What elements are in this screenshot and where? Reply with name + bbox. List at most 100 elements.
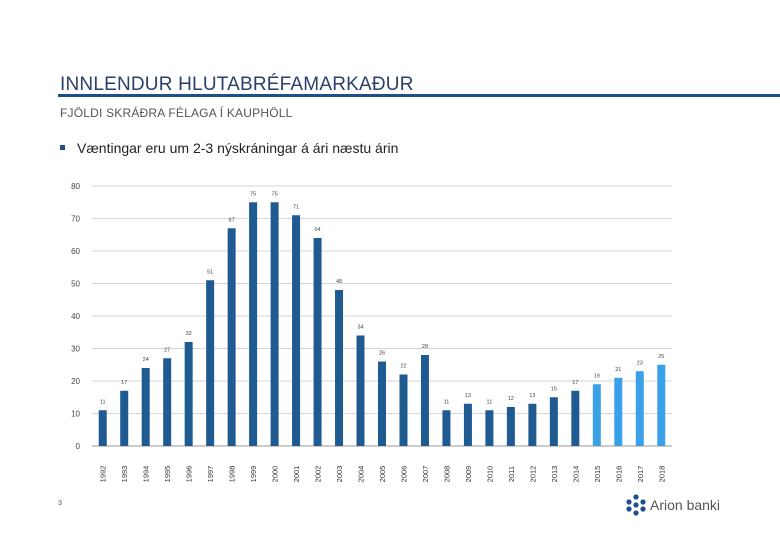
x-tick-label: 1992 [99,466,108,483]
data-label: 26 [379,351,385,357]
x-tick-label: 2004 [357,466,366,483]
bar [420,355,429,446]
data-label: 17 [572,380,578,386]
x-tick-label: 2015 [593,466,602,483]
x-tick-label: 1993 [120,466,129,483]
slide-subtitle: FJÖLDI SKRÁÐRA FÉLAGA Í KAUPHÖLL [60,106,293,120]
y-tick-label: 10 [71,410,80,419]
page-number: 3 [58,500,62,507]
bar [184,342,193,446]
x-tick-label: 1994 [142,466,151,483]
arion-banki-logo: Arion banki [626,494,720,516]
x-tick-label: 2014 [571,466,580,483]
title-divider [58,94,780,97]
data-label: 17 [121,380,127,386]
bar [356,335,365,446]
x-tick-label: 1996 [185,466,194,483]
data-label: 32 [186,331,192,337]
bar [141,368,150,446]
slide-title: INNLENDUR HLUTABRÉFAMARKAÐUR [60,74,414,95]
bullet-point: Væntingar eru um 2-3 nýskráningar á ári … [60,140,398,156]
x-tick-label: 2010 [485,466,494,483]
data-label: 24 [143,357,149,363]
x-tick-label: 2011 [507,466,516,482]
x-tick-label: 2012 [528,466,537,483]
bar [442,410,451,446]
data-label: 19 [594,373,600,379]
bar [399,374,408,446]
x-tick-label: 2002 [314,466,323,483]
bar [506,407,515,446]
bar [378,361,386,446]
x-tick-label: 1995 [163,466,172,483]
data-label: 11 [487,399,493,405]
bar [313,238,322,446]
bar [163,358,172,446]
x-tick-label: 2003 [335,466,344,483]
bar [635,371,644,446]
x-tick-label: 2018 [657,466,666,483]
y-tick-label: 80 [71,182,80,191]
x-tick-label: 2016 [614,466,623,483]
bar [592,384,601,446]
y-tick-label: 40 [71,312,80,321]
data-label: 34 [357,325,363,331]
data-label: 64 [314,227,320,233]
x-tick-label: 1998 [228,466,237,483]
bar [528,403,537,446]
bar [98,410,107,446]
data-label: 13 [529,393,535,399]
x-tick-label: 1997 [206,466,215,483]
x-tick-label: 2006 [399,466,408,483]
bar [549,397,558,446]
y-tick-label: 20 [71,377,80,386]
bar [120,390,129,446]
data-label: 11 [100,399,106,405]
x-tick-label: 2013 [550,466,559,483]
bar [270,202,279,446]
bar [614,377,623,446]
bar [292,215,301,446]
data-label: 11 [444,399,450,405]
bar [463,403,472,446]
data-label: 28 [422,344,428,350]
bullet-text: Væntingar eru um 2-3 nýskráningar á ári … [77,140,399,156]
data-label: 75 [250,191,256,197]
bar [249,202,258,446]
data-label: 13 [465,393,471,399]
bar [206,280,215,446]
x-tick-label: 2007 [421,466,430,483]
data-label: 15 [551,386,557,392]
data-label: 67 [229,217,235,223]
data-label: 75 [272,191,278,197]
y-tick-label: 50 [71,280,80,289]
data-label: 27 [164,347,170,353]
x-tick-label: 2008 [442,466,451,483]
y-tick-label: 0 [76,442,81,451]
arion-logo-icon [626,494,646,516]
x-tick-label: 2005 [378,466,387,483]
x-tick-label: 2001 [292,466,301,483]
x-tick-label: 1999 [249,466,258,483]
logo-text: Arion banki [650,497,721,513]
bar [485,410,494,446]
bar [227,228,236,446]
x-tick-label: 2017 [636,466,645,483]
data-label: 22 [400,364,406,370]
y-tick-label: 60 [71,247,80,256]
data-label: 21 [615,367,621,373]
data-label: 48 [336,279,342,285]
x-tick-label: 2009 [464,466,473,483]
bar [571,390,580,446]
data-label: 71 [293,204,299,210]
data-label: 12 [508,396,514,402]
x-tick-label: 2000 [271,466,280,483]
bullet-square-icon [60,144,65,150]
data-label: 51 [207,269,213,275]
bar [335,290,344,446]
y-tick-label: 70 [71,215,80,224]
bar [657,364,666,446]
data-label: 23 [637,360,643,366]
data-label: 25 [658,354,664,360]
